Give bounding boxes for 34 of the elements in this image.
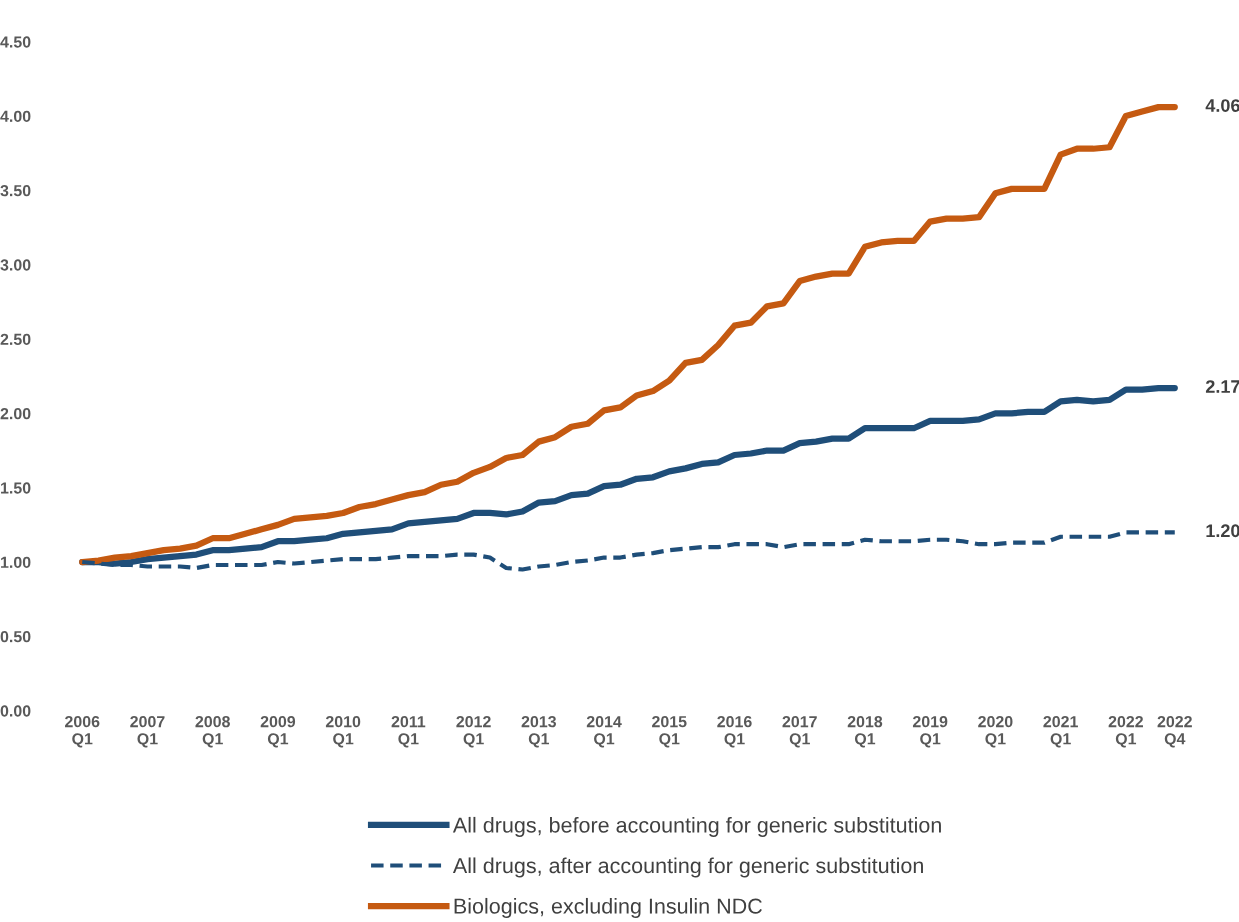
- data-label: 4.06: [1205, 99, 1239, 112]
- x-tick-label: 2019 Q1: [912, 715, 948, 748]
- x-tick-label: 2006 Q1: [65, 715, 100, 748]
- y-tick-label: 4.00: [0, 110, 31, 122]
- legend-label: Biologics, excluding Insulin NDC: [454, 897, 762, 919]
- y-tick-label: 1.50: [1, 482, 31, 494]
- y-tick-label: 2.50: [0, 333, 31, 345]
- x-tick-label: 2014 Q1: [586, 715, 622, 748]
- x-tick-label: 2010 Q1: [325, 715, 361, 748]
- y-tick-label: 0.00: [0, 705, 31, 717]
- legend-label: All drugs, before accounting for generic substitution: [452, 816, 941, 837]
- y-tick-label: 4.50: [0, 36, 31, 48]
- data-label: 1.20: [1206, 524, 1239, 538]
- x-tick-label: 2012 Q1: [456, 715, 491, 748]
- x-tick-label: 2015 Q1: [652, 715, 687, 748]
- x-tick-label: 2011 Q1: [391, 715, 426, 748]
- y-tick-label: 1.00: [1, 556, 31, 568]
- x-tick-label: 2013 Q1: [521, 715, 556, 748]
- x-tick-label: 2022 Q4: [1157, 715, 1192, 748]
- data-label: 2.17: [1205, 380, 1239, 393]
- x-tick-label: 2020 Q1: [978, 715, 1013, 748]
- x-tick-label: 2017 Q1: [782, 715, 817, 748]
- x-tick-label: 2009 Q1: [260, 715, 296, 748]
- x-tick-label: 2008 Q1: [195, 715, 230, 748]
- x-tick-label: 2016 Q1: [717, 715, 752, 748]
- y-tick-label: 2.00: [0, 408, 31, 420]
- y-tick-label: 3.50: [0, 185, 31, 197]
- x-tick-label: 2021 Q1: [1043, 715, 1078, 748]
- x-tick-label: 2018 Q1: [847, 715, 883, 748]
- x-tick-label: 2007 Q1: [130, 715, 165, 748]
- x-tick-label: 2022 Q1: [1108, 715, 1143, 748]
- legend-label: All drugs, after accounting for generic substitution: [452, 857, 923, 878]
- y-tick-label: 0.50: [0, 631, 31, 643]
- y-tick-label: 3.00: [0, 259, 31, 271]
